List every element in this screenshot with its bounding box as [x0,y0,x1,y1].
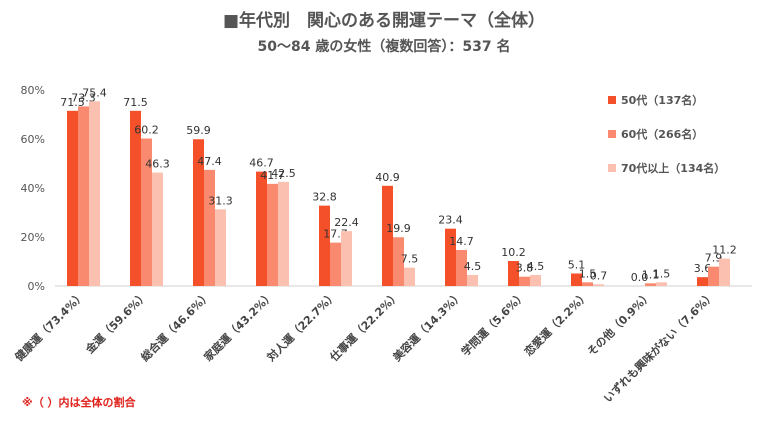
bar [519,276,530,286]
bar [67,110,78,286]
bar [141,138,152,286]
legend-label: 70代以上（134名） [621,161,725,175]
bar [656,282,667,286]
x-tick-label: いずれも興味がない（7.6%） [601,288,718,405]
bar [267,183,278,286]
data-label: 71.5 [60,96,85,109]
data-label: 71.5 [123,96,148,109]
y-tick-label: 40% [21,182,45,195]
x-tick-label: 総合運（46.6%） [138,288,214,364]
x-tick-label: 健康運（73.4%） [12,288,88,364]
bar [152,172,163,286]
data-label: 1.5 [653,267,671,280]
chart-title: ■年代別 関心のある開運テーマ（全体） [222,11,546,31]
data-label: 7.5 [401,253,419,266]
chart-subtitle: 50〜84 歳の女性（複数回答）：537 名 [257,39,511,55]
data-label: 1.1 [642,268,660,281]
data-label: 32.8 [312,191,337,204]
bar [382,185,393,286]
y-tick-label: 80% [21,84,45,97]
bar [330,242,341,286]
y-tick-label: 0% [28,280,45,293]
bar [708,266,719,286]
data-label: 41.7 [260,169,285,182]
data-label: 60.2 [134,124,159,137]
data-label: 4.5 [527,260,545,273]
data-label: 23.4 [438,214,463,227]
x-tick-label: 学問運（5.6%） [458,288,528,358]
bar [256,171,267,286]
data-label: 0.7 [590,269,608,282]
data-label: 19.9 [386,222,411,235]
data-label: 0.0 [631,271,649,284]
bar [319,205,330,286]
data-label: 11.2 [712,244,737,257]
data-label: 14.7 [449,235,474,248]
data-label: 22.4 [334,216,359,229]
y-tick-label: 60% [21,133,45,146]
data-label: 31.3 [208,194,233,207]
x-tick-label: その他（0.9%） [584,288,654,358]
y-tick-label: 20% [21,231,45,244]
x-tick-label: 家庭運（43.2%） [201,288,277,364]
data-label: 73.3 [71,91,96,104]
data-label: 3.6 [694,262,712,275]
data-label: 5.1 [568,259,586,272]
bar [571,273,582,286]
data-label: 46.3 [145,158,170,171]
data-label: 46.7 [249,157,274,170]
bar [719,258,730,286]
bar [215,209,226,286]
bar [278,181,289,286]
data-label: 4.5 [464,260,482,273]
bar [393,237,404,286]
bar [467,274,478,286]
bar [404,267,415,286]
x-tick-label: 金運（59.6%） [82,288,151,357]
legend-label: 50代（137名） [621,93,703,107]
bar [593,284,604,286]
bar [89,101,100,287]
bar [645,283,656,286]
data-label: 75.4 [82,86,107,99]
legend-swatch [608,96,616,104]
data-label: 7.9 [705,252,723,265]
data-label: 59.9 [186,124,211,137]
bar [697,277,708,286]
legend-swatch [608,130,616,138]
x-tick-label: 恋愛運（2.2%） [521,288,591,358]
data-label: 1.5 [579,267,597,280]
bar [341,231,352,286]
data-label: 10.2 [501,246,526,259]
bar [582,282,593,286]
bar [78,106,89,286]
bar [445,228,456,286]
bar [204,169,215,286]
data-label: 47.4 [197,155,222,168]
bar [530,274,541,286]
data-label: 42.5 [271,167,296,180]
legend-swatch [608,164,616,172]
bar [508,261,519,286]
data-label: 40.9 [375,171,400,184]
legend-label: 60代（266名） [621,127,703,141]
bar [130,110,141,286]
bar [193,139,204,286]
x-tick-label: 美容運（14.3%） [390,288,466,364]
data-label: 3.8 [516,262,534,275]
footnote: ※（ ）内は全体の割合 [22,396,136,409]
bar [456,249,467,286]
